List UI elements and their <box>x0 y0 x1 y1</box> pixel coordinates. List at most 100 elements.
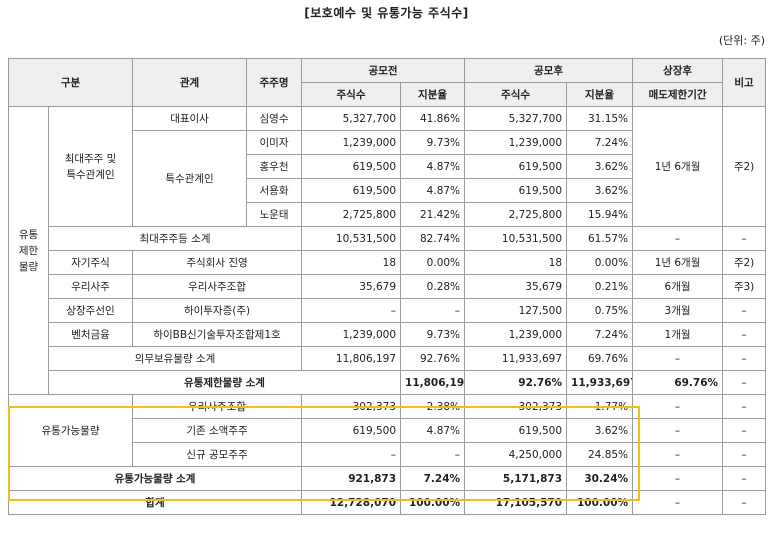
lockup-cell: – <box>632 394 724 419</box>
header-lockup-period: 매도제한기간 <box>632 82 724 107</box>
pre-shares-cell: 11,806,197 <box>400 370 466 395</box>
post-ratio-cell: 30.24% <box>566 466 634 491</box>
category-cell: 자기주식 <box>47 250 134 275</box>
holder-cell: 홍우천 <box>246 154 303 179</box>
lockup-cell: 1년 6개월 <box>632 250 724 275</box>
post-ratio-cell: 69.76% <box>566 346 634 371</box>
holder-cell: 심영수 <box>246 106 303 131</box>
remark-cell: 주3) <box>722 274 767 299</box>
pre-ratio-cell: 4.87% <box>400 154 466 179</box>
header-remark: 비고 <box>722 58 767 107</box>
pre-ratio-cell: 0.28% <box>400 274 466 299</box>
treasury-row: 자기주식 주식회사 진영 18 0.00% 18 0.00% 1년 6개월 주2… <box>9 250 767 275</box>
lockup-cell: – <box>632 346 724 371</box>
post-ratio-cell: 3.62% <box>566 178 634 203</box>
pre-shares-cell: 5,327,700 <box>301 106 402 131</box>
table-row: 서용화 619,500 4.87% 619,500 3.62% <box>9 178 766 203</box>
table-row: 특수관계인 이미자 1,239,000 9.73% 1,239,000 7.24… <box>9 130 766 227</box>
post-ratio-cell: 24.85% <box>566 442 634 467</box>
pre-shares-cell: – <box>301 298 402 323</box>
lockup-cell: 1년 6개월 <box>632 106 724 227</box>
pre-ratio-cell: – <box>400 442 466 467</box>
post-ratio-cell: 0.00% <box>566 250 634 275</box>
post-shares-cell: 619,500 <box>464 154 568 179</box>
post-shares-cell: 127,500 <box>464 298 568 323</box>
remark-cell: – <box>722 226 767 251</box>
post-shares-cell: 5,327,700 <box>464 106 568 131</box>
lockup-cell: 3개월 <box>632 298 724 323</box>
pre-ratio-cell: 92.76% <box>400 346 466 371</box>
header-post-ratio: 지분율 <box>566 82 634 107</box>
pre-shares-cell: 921,873 <box>301 466 402 491</box>
esop-row: 우리사주 우리사주조합 35,679 0.28% 35,679 0.21% 6개… <box>9 274 767 299</box>
relation-cell: 대표이사 <box>132 106 248 131</box>
remark-cell: – <box>722 346 767 371</box>
post-shares-cell: 35,679 <box>464 274 568 299</box>
subtotal-major-row: 최대주주등 소계 10,531,500 82.74% 10,531,500 61… <box>9 226 767 251</box>
remark-cell: – <box>722 298 767 323</box>
underwriter-row: 상장주선인 하이투자증(주) – – 127,500 0.75% 3개월 – <box>9 298 767 323</box>
relation-cell: 기존 소액주주 <box>132 418 303 443</box>
header-pre-shares: 주식수 <box>301 82 402 107</box>
holder-cell: 노운태 <box>246 202 303 227</box>
post-shares-cell: 2,725,800 <box>464 202 568 227</box>
lockup-cell: – <box>632 418 724 443</box>
row-label: 최대주주등 소계 <box>47 226 303 251</box>
post-shares-cell: 10,531,500 <box>464 226 568 251</box>
remark-cell: 주2) <box>722 250 767 275</box>
remark-cell: 주2) <box>722 106 767 227</box>
table-row: 유통 제한 물량 최대주주 및 특수관계인 대표이사 심영수 5,327,700… <box>8 106 767 395</box>
post-ratio-cell: 3.62% <box>566 418 634 443</box>
remark-cell: – <box>722 418 767 443</box>
relation-cell: 우리사주조합 <box>132 394 303 419</box>
post-shares-cell: 11,933,697 <box>566 370 634 395</box>
lockup-cell: – <box>632 442 724 467</box>
lockup-cell: – <box>722 370 767 395</box>
remark-cell: – <box>722 442 767 467</box>
post-shares-cell: 5,171,873 <box>464 466 568 491</box>
remark-cell: – <box>722 322 767 347</box>
major-shareholder-label: 최대주주 및 특수관계인 <box>47 106 134 227</box>
post-shares-cell: 17,105,570 <box>464 490 568 515</box>
lockup-shares-table: 구분 관계 주주명 공모전 공모후 상장후 비고 주식수 지분율 주식수 지분율… <box>7 58 767 515</box>
post-shares-cell: 11,933,697 <box>464 346 568 371</box>
header-post-ipo: 공모후 <box>464 58 634 83</box>
tradable-subtotal-row: 유통가능물량 소계 921,873 7.24% 5,171,873 30.24%… <box>7 466 767 491</box>
pre-ratio-cell: 92.76% <box>464 370 568 395</box>
pre-shares-cell: – <box>301 442 402 467</box>
post-ratio-cell: 15.94% <box>566 202 634 227</box>
lockup-cell: – <box>632 226 724 251</box>
pre-shares-cell: 302,373 <box>301 394 402 419</box>
pre-ratio-cell: 7.24% <box>400 466 466 491</box>
post-ratio-cell: 3.62% <box>566 154 634 179</box>
post-ratio-cell: 61.57% <box>566 226 634 251</box>
post-shares-cell: 1,239,000 <box>464 130 568 155</box>
pre-shares-cell: 1,239,000 <box>301 322 402 347</box>
pre-shares-cell: 11,806,197 <box>301 346 402 371</box>
restricted-subtotal-row: 유통제한물량 소계 11,806,197 92.76% 11,933,697 6… <box>9 370 767 395</box>
table-row: 홍우천 619,500 4.87% 619,500 3.62% <box>9 154 766 179</box>
post-ratio-cell: 31.15% <box>566 106 634 131</box>
post-ratio-cell: 100.00% <box>566 490 634 515</box>
pre-ratio-cell: – <box>400 298 466 323</box>
pre-shares-cell: 619,500 <box>301 154 402 179</box>
row-label: 의무보유물량 소계 <box>47 346 303 371</box>
post-shares-cell: 619,500 <box>464 418 568 443</box>
lockup-cell: – <box>632 466 724 491</box>
holder-cell: 이미자 <box>246 130 303 155</box>
pre-shares-cell: 619,500 <box>301 178 402 203</box>
table-row: 유통가능물량 우리사주조합 302,373 2.38% 302,373 1.77… <box>7 394 767 467</box>
category-cell: 상장주선인 <box>47 298 134 323</box>
venture-row: 벤처금융 하이BB신기술투자조합제1호 1,239,000 9.73% 1,23… <box>9 322 767 347</box>
header-pre-ipo: 공모전 <box>301 58 466 83</box>
mandatory-subtotal-row: 의무보유물량 소계 11,806,197 92.76% 11,933,697 6… <box>9 346 767 371</box>
header-row-1: 구분 관계 주주명 공모전 공모후 상장후 비고 <box>7 58 767 107</box>
pre-shares-cell: 1,239,000 <box>301 130 402 155</box>
relation-cell: 특수관계인 <box>132 130 248 227</box>
remark-cell: – <box>722 490 767 515</box>
restricted-label: 유통 제한 물량 <box>8 106 49 395</box>
lockup-cell: 1개월 <box>632 322 724 347</box>
pre-ratio-cell: 2.38% <box>400 394 466 419</box>
unit-label: (단위: 주) <box>718 34 765 47</box>
remark-cell: – <box>722 466 767 491</box>
